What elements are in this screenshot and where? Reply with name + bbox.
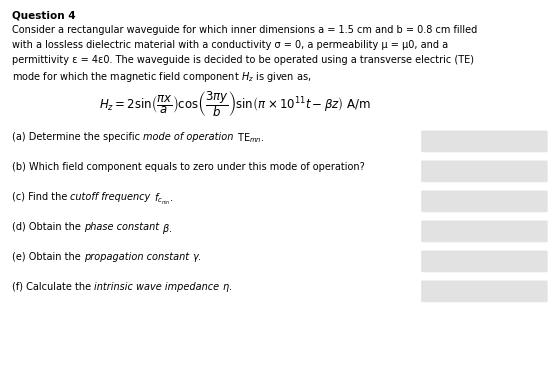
Text: Consider a rectangular waveguide for which inner dimensions a = 1.5 cm and b = 0: Consider a rectangular waveguide for whi… bbox=[12, 25, 477, 35]
Text: TE$_{mn}$.: TE$_{mn}$. bbox=[234, 132, 264, 146]
Text: with a lossless dielectric material with a conductivity σ = 0, a permeability μ : with a lossless dielectric material with… bbox=[12, 40, 448, 50]
Text: intrinsic wave impedance: intrinsic wave impedance bbox=[94, 282, 220, 291]
Text: (e) Obtain the: (e) Obtain the bbox=[12, 252, 84, 262]
Text: $f_{c_{mn}}$.: $f_{c_{mn}}$. bbox=[151, 192, 173, 207]
Text: $\beta$.: $\beta$. bbox=[159, 222, 172, 236]
Text: Question 4: Question 4 bbox=[12, 10, 76, 20]
Text: $\eta$.: $\eta$. bbox=[220, 282, 232, 294]
Text: mode of operation: mode of operation bbox=[143, 132, 234, 142]
Text: (c) Find the: (c) Find the bbox=[12, 192, 71, 202]
Text: mode for which the magnetic field component $H_z$ is given as,: mode for which the magnetic field compon… bbox=[12, 69, 311, 83]
Text: (d) Obtain the: (d) Obtain the bbox=[12, 222, 84, 232]
Text: permittivity ε = 4ε0. The waveguide is decided to be operated using a transverse: permittivity ε = 4ε0. The waveguide is d… bbox=[12, 55, 474, 65]
Text: (f) Calculate the: (f) Calculate the bbox=[12, 282, 94, 291]
Text: phase constant: phase constant bbox=[84, 222, 159, 232]
Text: (b) Which field component equals to zero under this mode of operation?: (b) Which field component equals to zero… bbox=[12, 161, 365, 172]
Text: $\gamma$.: $\gamma$. bbox=[189, 252, 202, 264]
Text: $H_z = 2\sin\!\left(\dfrac{\pi x}{a}\right)\cos\!\left(\dfrac{3\pi y}{b}\right)\: $H_z = 2\sin\!\left(\dfrac{\pi x}{a}\rig… bbox=[99, 89, 371, 119]
Text: cutoff frequency: cutoff frequency bbox=[71, 192, 151, 202]
Text: propagation constant: propagation constant bbox=[84, 252, 189, 262]
Text: (a) Determine the specific: (a) Determine the specific bbox=[12, 132, 143, 142]
